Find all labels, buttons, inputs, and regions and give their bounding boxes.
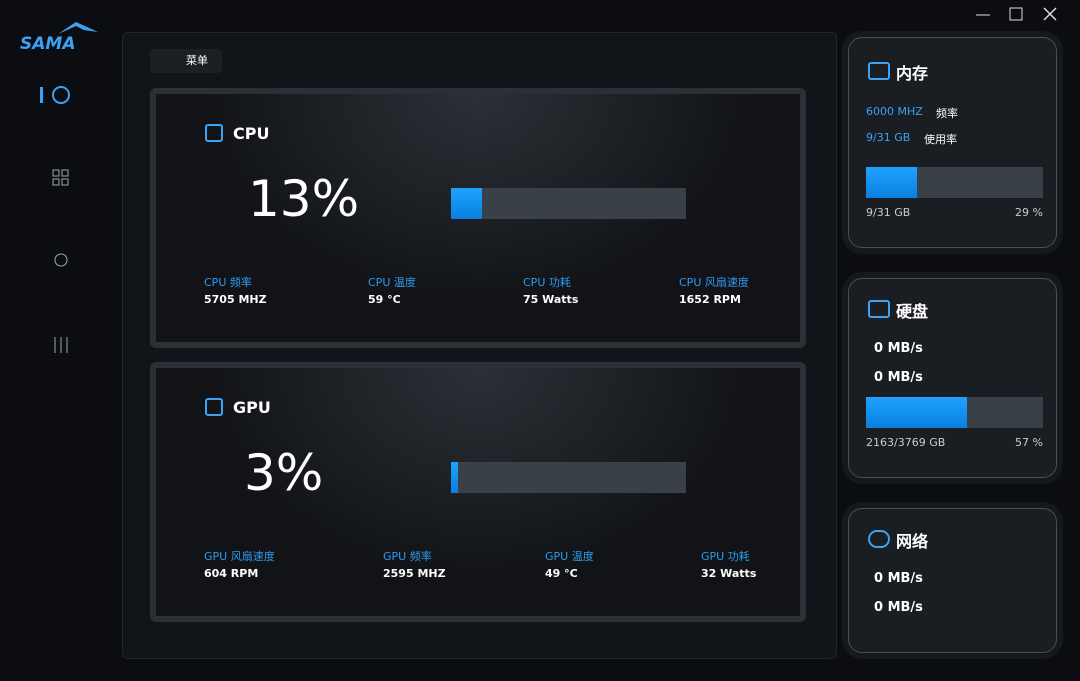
- cpu-usage-bar-fill: [451, 188, 482, 219]
- gpu-stat-label: GPU 温度: [545, 550, 594, 563]
- disk-card: [848, 278, 1057, 478]
- gpu-stat-label: GPU 功耗: [701, 550, 750, 563]
- memory-row-label: 频率: [936, 107, 958, 120]
- memory-bar-label: 29 %: [1015, 206, 1043, 219]
- apps-icon[interactable]: [52, 169, 69, 186]
- gpu-usage-bar-track: [451, 462, 686, 493]
- light-icon[interactable]: [54, 253, 68, 267]
- disk-row: 0 MB/s: [874, 341, 923, 356]
- cpu-stat-label: CPU 温度: [368, 276, 416, 289]
- disk-bar-label: 57 %: [1015, 436, 1043, 449]
- logo: SAMA: [18, 20, 98, 58]
- cpu-usage: 13%: [248, 170, 360, 228]
- cpu-stat-value: 1652 RPM: [679, 293, 741, 306]
- gpu-stat-value: 604 RPM: [204, 567, 259, 580]
- network-title: 网络: [896, 532, 929, 551]
- cpu-stat-value: 59 °C: [368, 293, 401, 306]
- sidebar-icons: [40, 86, 70, 353]
- memory-row-value: 6000 MHZ: [866, 105, 923, 118]
- memory-bar-fill: [866, 167, 918, 198]
- memory-bar-caption: 9/31 GB: [866, 206, 911, 219]
- cpu-icon: [205, 124, 223, 142]
- cpu-stat-label: CPU 功耗: [523, 276, 571, 289]
- window-controls: [976, 7, 1057, 21]
- maximize[interactable]: [1009, 7, 1023, 21]
- memory-bar-track: [866, 167, 1043, 198]
- cpu-title: CPU: [233, 124, 270, 143]
- cpu-stat-value: 5705 MHZ: [204, 293, 267, 306]
- disk-row: 0 MB/s: [874, 370, 923, 385]
- disk-bar-caption: 2163/3769 GB: [866, 436, 946, 449]
- gpu-stat-label: GPU 频率: [383, 550, 432, 563]
- close[interactable]: [1043, 7, 1057, 21]
- disk-bar-track: [866, 397, 1043, 428]
- gpu-stat-label: GPU 风扇速度: [204, 550, 275, 563]
- settings-icon[interactable]: [54, 337, 68, 353]
- memory-row-value: 9/31 GB: [866, 131, 911, 144]
- memory-row-label: 使用率: [924, 133, 957, 146]
- gpu-stat-value: 32 Watts: [701, 567, 757, 580]
- disk-bar-fill: [866, 397, 967, 428]
- cpu-stat-label: CPU 频率: [204, 276, 252, 289]
- network-row: 0 MB/s: [874, 600, 923, 615]
- dashboard-icon[interactable]: [52, 86, 70, 104]
- cpu-stat-value: 75 Watts: [523, 293, 579, 306]
- disk-icon: [868, 300, 890, 318]
- menu-button[interactable]: 菜单: [150, 49, 222, 73]
- memory-card: [848, 37, 1057, 248]
- memory-icon: [868, 62, 890, 80]
- active-indicator: [40, 87, 43, 103]
- gpu-title: GPU: [233, 398, 271, 417]
- logo-text: SAMA: [20, 34, 76, 54]
- memory-title: 内存: [896, 64, 929, 83]
- gpu-usage-bar-fill: [451, 462, 459, 493]
- cpu-stat-label: CPU 风扇速度: [679, 276, 749, 289]
- cpu-usage-bar-track: [451, 188, 686, 219]
- gpu-icon: [205, 398, 223, 416]
- network-row: 0 MB/s: [874, 571, 923, 586]
- disk-title: 硬盘: [896, 302, 929, 321]
- network-icon: [868, 530, 890, 548]
- gpu-usage: 3%: [244, 444, 324, 502]
- logo-mark: [58, 22, 98, 34]
- gpu-stat-value: 49 °C: [545, 567, 578, 580]
- gpu-stat-value: 2595 MHZ: [383, 567, 446, 580]
